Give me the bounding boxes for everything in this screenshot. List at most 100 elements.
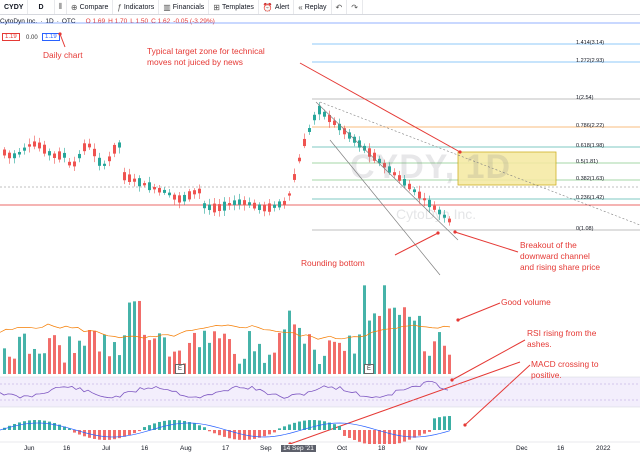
macd-histogram-bar — [258, 430, 261, 438]
macd-histogram-bar — [358, 430, 361, 442]
volume-bar — [338, 342, 341, 374]
x-tick: 18 — [378, 445, 386, 452]
annotation-arrow — [299, 62, 461, 153]
undo-button[interactable]: ↶ — [332, 0, 348, 14]
annotation-daily-chart: Daily chart — [43, 50, 83, 60]
candle-body — [138, 178, 141, 187]
legend-low: L 1.50 — [130, 18, 149, 25]
chart-style-button[interactable]: ⫴ — [55, 0, 67, 14]
volume-bar — [218, 338, 221, 374]
replay-button[interactable]: «Replay — [294, 0, 332, 14]
macd-histogram-bar — [198, 425, 201, 430]
macd-histogram-bar — [313, 420, 316, 430]
candle-body — [283, 200, 286, 205]
macd-histogram-bar — [218, 430, 221, 436]
macd-histogram-bar — [253, 430, 256, 439]
annotation-macd-2: positive. — [531, 370, 562, 380]
legend-exchange: OTC — [61, 18, 76, 25]
macd-histogram-bar — [63, 426, 66, 430]
volume-bar — [313, 349, 316, 374]
symbol-search-button[interactable]: CYDY — [0, 0, 29, 14]
macd-line — [0, 422, 451, 438]
candle-body — [263, 204, 266, 212]
earnings-event-icon[interactable]: E — [175, 364, 185, 374]
volume-bar — [393, 307, 396, 374]
volume-bar — [363, 285, 366, 374]
candle-body — [328, 114, 331, 123]
bid-box[interactable]: 1.19 — [2, 33, 20, 41]
arrow-head — [458, 150, 462, 154]
price-chart[interactable] — [0, 14, 640, 444]
macd-histogram-bar — [348, 430, 351, 438]
candle-body — [23, 147, 26, 151]
macd-histogram-bar — [68, 428, 71, 430]
volume-bar — [208, 342, 211, 374]
volume-bar — [3, 348, 6, 374]
candle-body — [273, 204, 276, 208]
volume-bar — [273, 352, 276, 374]
indicators-button[interactable]: ƒ Indicators — [113, 0, 160, 14]
redo-button[interactable]: ↷ — [347, 0, 363, 14]
macd-histogram-bar — [353, 430, 356, 440]
macd-histogram-bar — [183, 420, 186, 430]
fib-label: 0.786(2.22) — [576, 123, 605, 129]
volume-bar — [308, 334, 311, 374]
candle-body — [288, 193, 291, 196]
volume-bar — [283, 329, 286, 374]
volume-bar — [43, 353, 46, 374]
candle-body — [448, 218, 451, 223]
candle-body — [233, 200, 236, 206]
volume-bar — [278, 332, 281, 374]
fib-label: 0.5(1.81) — [576, 159, 599, 165]
macd-histogram-bar — [98, 430, 101, 440]
candle-body — [423, 198, 426, 201]
fib-label: 0.236(1.42) — [576, 195, 605, 201]
earnings-event-icon[interactable]: E — [364, 364, 374, 374]
macd-histogram-bar — [113, 430, 116, 440]
candle-body — [173, 194, 176, 200]
macd-histogram-bar — [173, 420, 176, 430]
rsi-line — [0, 380, 449, 399]
financials-button[interactable]: ▥ Financials — [159, 0, 210, 14]
volume-bar — [188, 342, 191, 374]
candle-body — [188, 191, 191, 200]
volume-bar — [353, 353, 356, 374]
candle-body — [398, 175, 401, 181]
candle-body — [223, 201, 226, 211]
macd-histogram-bar — [123, 430, 126, 437]
volume-bar — [263, 362, 266, 374]
candle-body — [268, 203, 271, 212]
volume-bar — [433, 341, 436, 374]
macd-histogram-bar — [8, 425, 11, 430]
templates-button[interactable]: ⊞ Templates — [209, 0, 259, 14]
legend-change: -0.05 (-3.29%) — [173, 18, 215, 25]
macd-histogram-bar — [178, 420, 181, 430]
volume-bar — [78, 340, 81, 374]
candle-body — [298, 157, 301, 162]
legend-high: H 1.70 — [108, 18, 128, 25]
x-tick: 16 — [557, 445, 565, 452]
candle-body — [163, 189, 166, 193]
macd-histogram-bar — [333, 424, 336, 430]
candle-body — [418, 191, 421, 199]
compare-button[interactable]: ⊕ Compare — [67, 0, 114, 14]
volume-bar — [103, 334, 106, 374]
candle-body — [348, 132, 351, 139]
volume-bar — [18, 336, 21, 374]
macd-histogram-bar — [433, 418, 436, 430]
macd-histogram-bar — [28, 420, 31, 430]
alert-button[interactable]: ⏰ Alert — [259, 0, 295, 14]
annotation-target-zone-1: Typical target zone for technical — [147, 46, 265, 56]
candle-body — [128, 174, 131, 182]
candle-body — [253, 202, 256, 209]
macd-histogram-bar — [53, 422, 56, 430]
macd-histogram-bar — [13, 423, 16, 430]
macd-histogram-bar — [153, 423, 156, 430]
macd-histogram-bar — [48, 421, 51, 430]
undo-icon: ↶ — [335, 2, 343, 12]
ask-box[interactable]: 1.19 — [42, 33, 60, 41]
candle-body — [178, 195, 181, 203]
legend-close: C 1.62 — [151, 18, 171, 25]
interval-button[interactable]: D — [28, 0, 55, 14]
volume-bar — [148, 340, 151, 374]
